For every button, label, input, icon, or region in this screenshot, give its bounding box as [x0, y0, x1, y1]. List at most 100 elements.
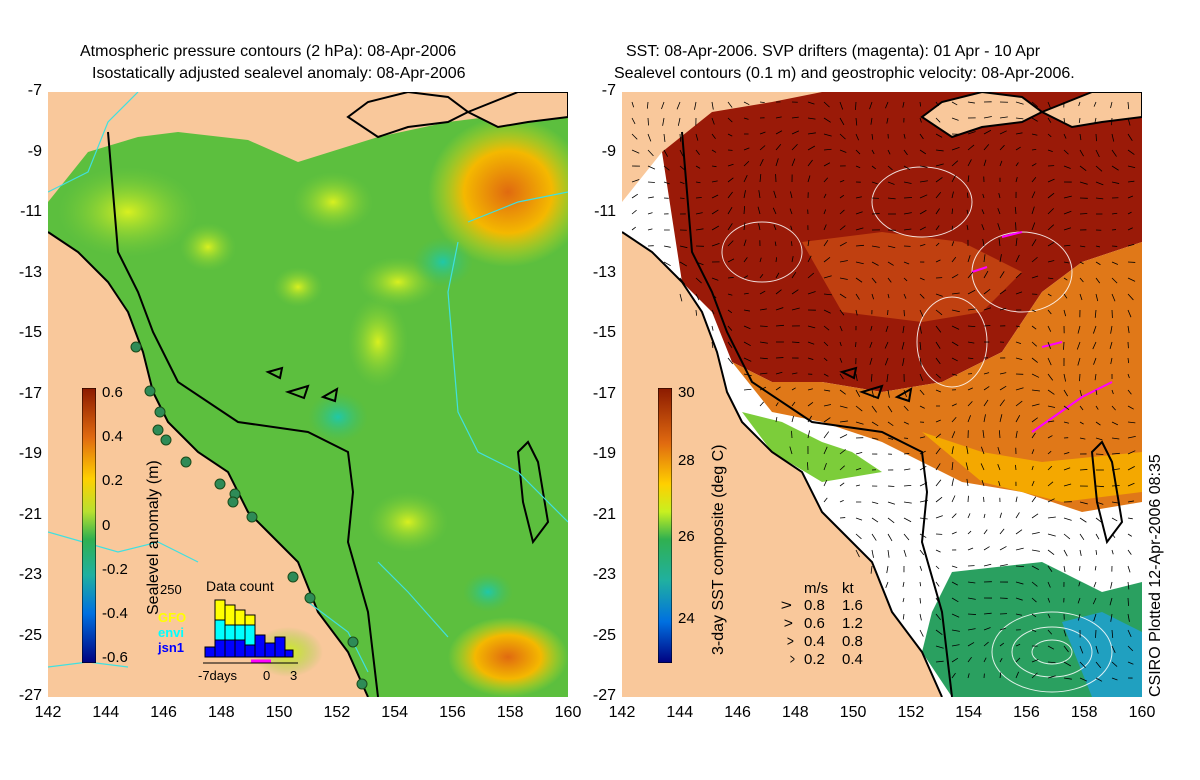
velocity-arrow [1111, 437, 1120, 440]
velocity-arrow [999, 271, 1005, 279]
y-tick-label: -23 [18, 566, 42, 583]
velocity-arrow [1111, 405, 1116, 411]
velocity-arrow [1079, 661, 1086, 669]
velocity-arrow [743, 222, 746, 231]
velocity-arrow [727, 191, 733, 199]
velocity-arrow [807, 415, 812, 423]
left-colorbar-tick: 0.6 [102, 384, 123, 401]
velocity-arrow [903, 228, 912, 231]
velocity-arrow [727, 163, 734, 167]
velocity-arrow [839, 357, 843, 363]
left-colorbar-tick: -0.2 [102, 560, 128, 578]
velocity-arrow [1111, 293, 1116, 302]
velocity-arrow [1047, 565, 1053, 572]
velocity-arrow [870, 565, 873, 574]
velocity-arrow [647, 133, 652, 142]
velocity-arrow [935, 149, 944, 152]
velocity-arrow [663, 261, 671, 267]
velocity-arrow [951, 446, 954, 455]
data-count-histogram [203, 599, 298, 664]
velocity-arrow [887, 197, 896, 200]
velocity-arrow [1015, 496, 1018, 503]
velocity-arrow [967, 144, 975, 151]
velocity-arrow [855, 549, 860, 558]
velocity-arrow [951, 462, 954, 471]
left-colorbar [82, 388, 96, 663]
velocity-arrow [1127, 421, 1136, 424]
velocity-arrow [1078, 117, 1081, 124]
velocity-arrow [999, 144, 1005, 151]
velocity-arrow [711, 325, 714, 331]
velocity-arrow [885, 581, 889, 588]
velocity-arrow [855, 309, 858, 316]
velocity-arrow [631, 149, 640, 154]
velocity-arrow [1047, 675, 1056, 679]
velocity-arrow [967, 325, 976, 328]
velocity-arrow [919, 325, 922, 334]
velocity-arrow [1111, 165, 1119, 171]
velocity-arrow [695, 293, 700, 301]
velocity-arrow [1079, 469, 1088, 471]
velocity-arrow [1047, 341, 1051, 349]
velocity-arrow [951, 191, 954, 199]
velocity-arrow [839, 482, 845, 487]
velocity-arrow [1095, 197, 1104, 200]
velocity-arrow [727, 101, 733, 108]
velocity-arrow [1047, 117, 1052, 123]
velocity-arrow [855, 467, 862, 471]
velocity-arrow [647, 149, 654, 157]
velocity-arrow [919, 194, 928, 199]
velocity-arrow [1093, 101, 1097, 107]
velocity-arrow [855, 451, 863, 455]
velocity-arrow [775, 371, 783, 375]
velocity-arrow [1063, 133, 1067, 139]
velocity-arrow [1127, 244, 1135, 247]
velocity-arrow [743, 292, 749, 295]
velocity-arrow [999, 564, 1008, 567]
velocity-arrow [967, 101, 975, 104]
velocity-arrow [663, 149, 669, 157]
velocity-arrow [759, 145, 766, 151]
y-tick-label: -25 [592, 626, 616, 644]
velocity-arrow [1031, 373, 1040, 378]
velocity-arrow [743, 325, 751, 330]
velocity-arrow [791, 341, 800, 343]
velocity-arrow [823, 133, 832, 137]
velocity-arrow [1111, 421, 1119, 426]
velocity-arrow [775, 417, 778, 423]
velocity-arrow [983, 612, 992, 615]
velocity-arrow [855, 517, 863, 521]
velocity-arrow [1111, 501, 1119, 504]
velocity-arrow [1095, 517, 1102, 523]
velocity-arrow [791, 116, 799, 119]
velocity-arrow [935, 133, 943, 138]
velocity-arrow [1015, 512, 1020, 519]
velocity-arrow [1092, 597, 1097, 605]
velocity-arrow [903, 277, 908, 282]
velocity-arrow [1047, 629, 1053, 635]
velocity-arrow [1047, 224, 1055, 231]
velocity-arrow [807, 272, 815, 279]
velocity-arrow [1015, 146, 1021, 151]
velocity-arrow [887, 533, 893, 542]
velocity-arrow [935, 549, 941, 553]
velocity-arrow [1015, 657, 1021, 663]
velocity-arrow [919, 209, 927, 215]
velocity-arrow [935, 293, 943, 297]
velocity-arrow [919, 244, 926, 247]
velocity-arrow [1079, 261, 1084, 265]
velocity-arrow [647, 212, 653, 215]
velocity-arrow [679, 149, 684, 157]
velocity-arrow [951, 160, 959, 167]
velocity-arrow [694, 101, 697, 110]
right-colorbar-tick: 28 [678, 452, 695, 469]
velocity-arrow [1015, 254, 1020, 263]
velocity-arrow [967, 289, 976, 295]
velocity-arrow [1127, 149, 1135, 155]
velocity-arrow [999, 254, 1002, 263]
velocity-arrow [711, 277, 719, 281]
velocity-arrow [1111, 629, 1114, 638]
velocity-arrow [903, 468, 911, 471]
velocity-arrow [1078, 101, 1081, 107]
velocity-arrow [1079, 245, 1086, 248]
